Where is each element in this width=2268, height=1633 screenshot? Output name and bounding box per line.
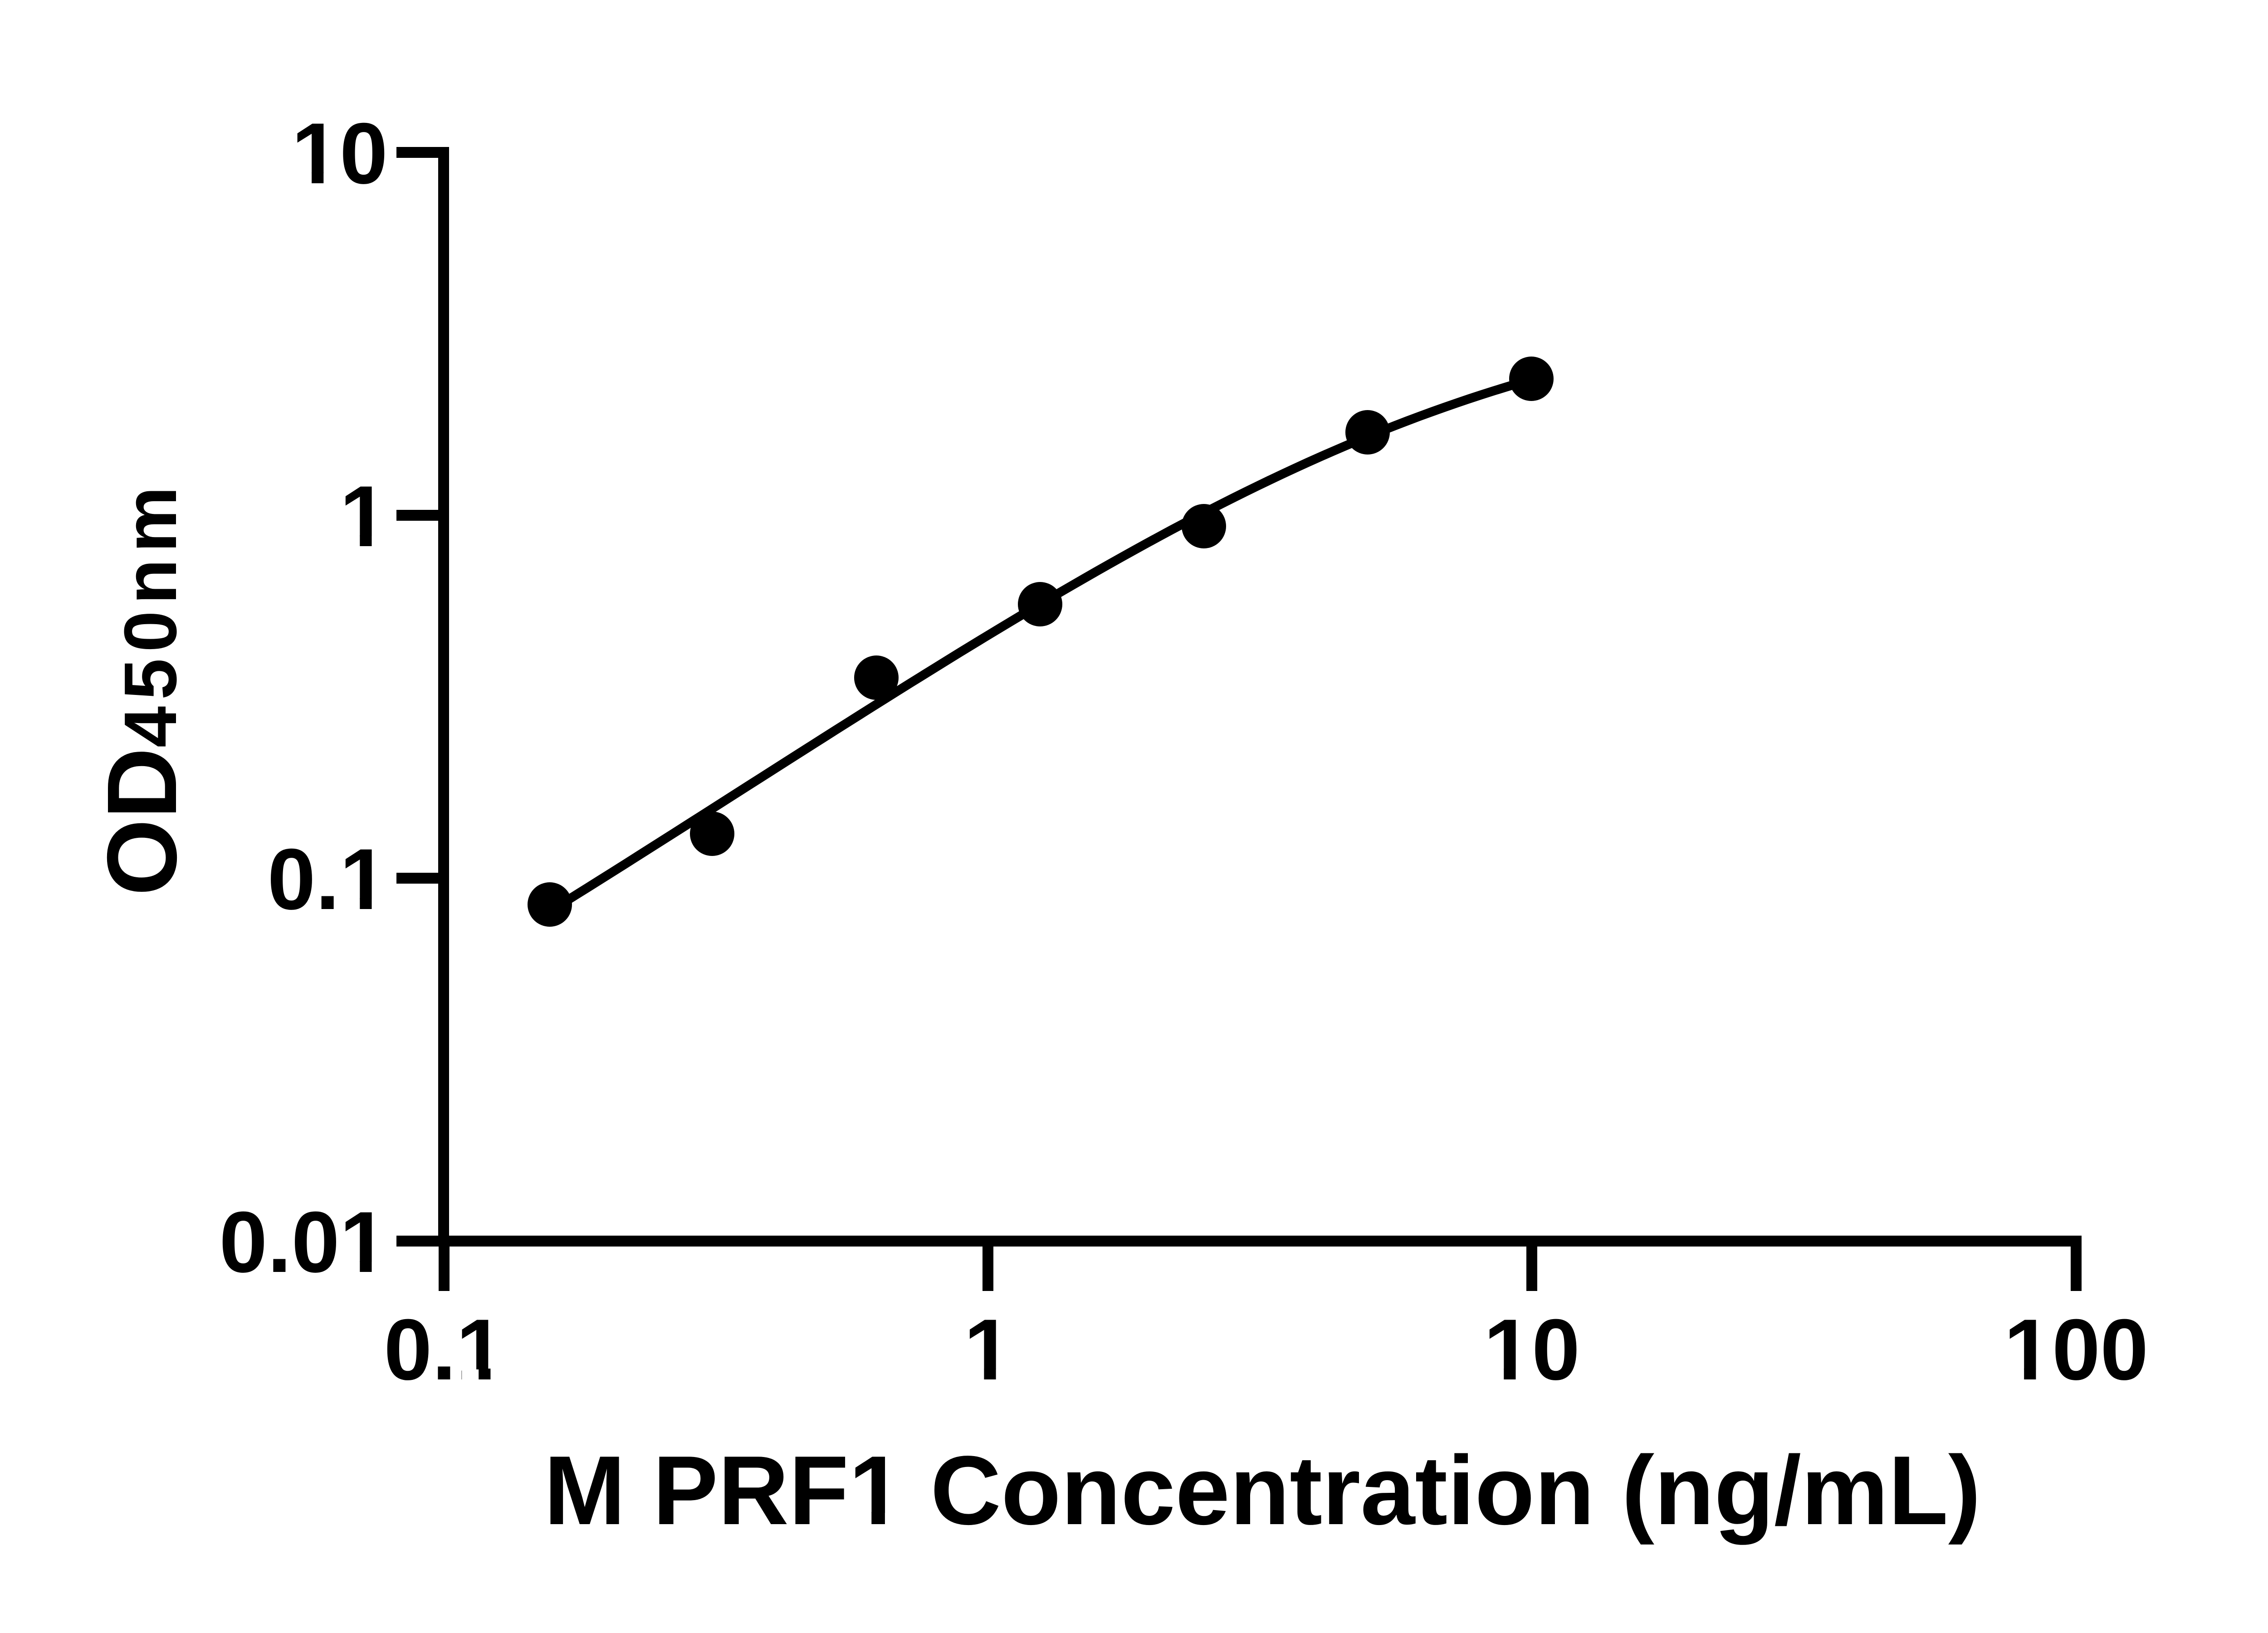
- svg-text:0.01: 0.01: [219, 1194, 388, 1291]
- svg-text:0.1: 0.1: [267, 831, 388, 928]
- svg-text:1: 1: [340, 468, 388, 565]
- svg-text:100: 100: [2004, 1301, 2149, 1398]
- svg-text:10: 10: [1484, 1301, 1580, 1398]
- svg-text:M PRF1 Concentration (ng/mL): M PRF1 Concentration (ng/mL): [544, 1435, 1981, 1545]
- svg-text:1: 1: [964, 1301, 1012, 1398]
- svg-text:10: 10: [292, 105, 388, 202]
- svg-text:0.1: 0.1: [384, 1301, 504, 1398]
